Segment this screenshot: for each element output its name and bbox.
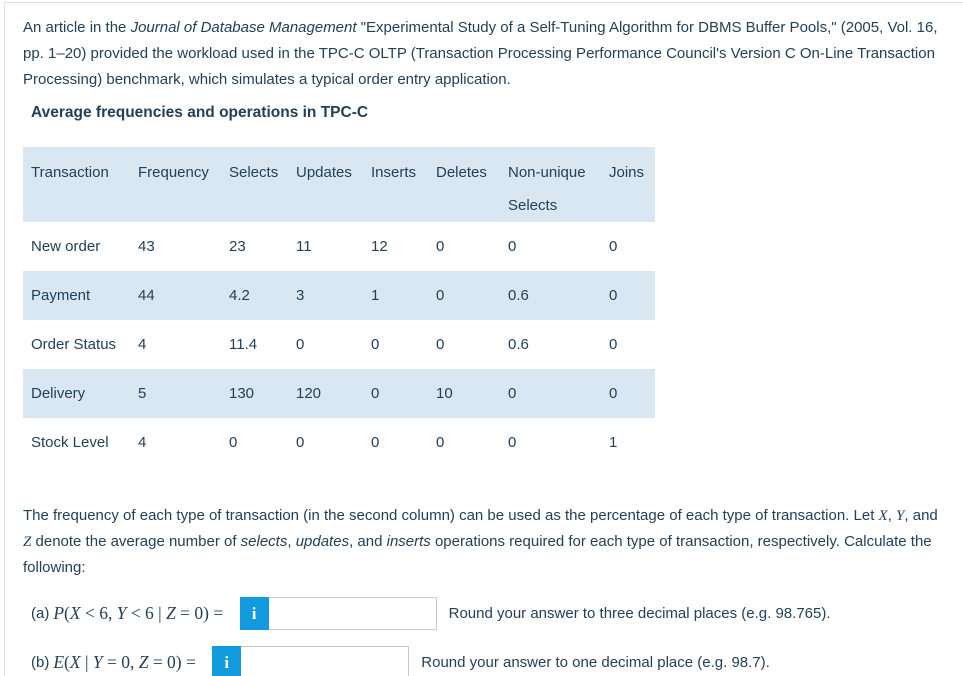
table-title: Average frequencies and operations in TP…	[31, 104, 369, 121]
cell-updates: 120	[288, 369, 363, 418]
table-header-row: Transaction Frequency Selects Updates In…	[23, 147, 655, 222]
col-header-inserts: Inserts	[363, 147, 428, 222]
col-header-selects: Selects	[221, 147, 288, 222]
cell-deletes: 0	[428, 271, 500, 320]
question-b: (b) E(X | Y = 0, Z = 0) = i Round your a…	[31, 646, 953, 676]
table-row: Payment 44 4.2 3 1 0 0.6 0	[23, 271, 655, 320]
cell-joins: 1	[601, 418, 655, 467]
cell-deletes: 0	[428, 320, 500, 369]
cell-inserts: 0	[363, 369, 428, 418]
answer-group-b: i	[212, 646, 410, 676]
question-a-hint: Round your answer to three decimal place…	[448, 605, 831, 622]
cell-non-unique-selects: 0	[500, 369, 601, 418]
cell-transaction: Order Status	[23, 320, 130, 369]
cell-joins: 0	[601, 271, 655, 320]
answer-input-a[interactable]	[268, 597, 437, 630]
cell-selects: 0	[221, 418, 288, 467]
cell-inserts: 0	[363, 418, 428, 467]
cell-inserts: 1	[363, 271, 428, 320]
info-icon[interactable]: i	[212, 646, 242, 676]
cell-deletes: 0	[428, 222, 500, 271]
cell-updates: 11	[288, 222, 363, 271]
cell-frequency: 43	[130, 222, 221, 271]
cell-transaction: Stock Level	[23, 418, 130, 467]
col-header-joins: Joins	[601, 147, 655, 222]
table-row: Delivery 5 130 120 0 10 0 0	[23, 369, 655, 418]
col-header-transaction: Transaction	[23, 147, 130, 222]
cell-transaction: Delivery	[23, 369, 130, 418]
cell-non-unique-selects: 0.6	[500, 320, 601, 369]
cell-joins: 0	[601, 222, 655, 271]
cell-updates: 3	[288, 271, 363, 320]
questions-section: (a) P(X < 6, Y < 6 | Z = 0) = i Round yo…	[31, 597, 953, 676]
body-paragraph: The frequency of each type of transactio…	[23, 507, 938, 576]
cell-frequency: 4	[130, 320, 221, 369]
question-a-expression: P(X < 6, Y < 6 | Z = 0) =	[53, 603, 228, 623]
cell-transaction: New order	[23, 222, 130, 271]
col-header-non-unique-selects: Non-unique Selects	[500, 147, 601, 222]
cell-non-unique-selects: 0	[500, 418, 601, 467]
cell-frequency: 5	[130, 369, 221, 418]
table-row: Order Status 4 11.4 0 0 0 0.6 0	[23, 320, 655, 369]
cell-frequency: 4	[130, 418, 221, 467]
cell-selects: 130	[221, 369, 288, 418]
tpcc-frequency-table: Transaction Frequency Selects Updates In…	[23, 147, 655, 467]
question-a: (a) P(X < 6, Y < 6 | Z = 0) = i Round yo…	[31, 597, 953, 630]
answer-group-a: i	[239, 597, 437, 630]
cell-inserts: 12	[363, 222, 428, 271]
cell-non-unique-selects: 0.6	[500, 271, 601, 320]
cell-selects: 11.4	[221, 320, 288, 369]
cell-joins: 0	[601, 369, 655, 418]
answer-input-b[interactable]	[241, 646, 410, 676]
cell-deletes: 0	[428, 418, 500, 467]
table-row: Stock Level 4 0 0 0 0 0 1	[23, 418, 655, 467]
table-row: New order 43 23 11 12 0 0 0	[23, 222, 655, 271]
col-header-frequency: Frequency	[130, 147, 221, 222]
cell-frequency: 44	[130, 271, 221, 320]
intro-paragraph: An article in the Journal of Database Ma…	[23, 19, 938, 88]
col-header-updates: Updates	[288, 147, 363, 222]
cell-selects: 23	[221, 222, 288, 271]
question-b-expression: E(X | Y = 0, Z = 0) =	[53, 652, 201, 672]
cell-joins: 0	[601, 320, 655, 369]
cell-updates: 0	[288, 320, 363, 369]
question-b-hint: Round your answer to one decimal place (…	[421, 654, 770, 671]
question-panel: An article in the Journal of Database Ma…	[4, 2, 963, 676]
cell-deletes: 10	[428, 369, 500, 418]
cell-selects: 4.2	[221, 271, 288, 320]
cell-transaction: Payment	[23, 271, 130, 320]
cell-inserts: 0	[363, 320, 428, 369]
cell-non-unique-selects: 0	[500, 222, 601, 271]
col-header-deletes: Deletes	[428, 147, 500, 222]
info-icon[interactable]: i	[239, 597, 269, 630]
question-b-label: (b)	[31, 654, 50, 671]
question-a-label: (a)	[31, 605, 50, 622]
cell-updates: 0	[288, 418, 363, 467]
